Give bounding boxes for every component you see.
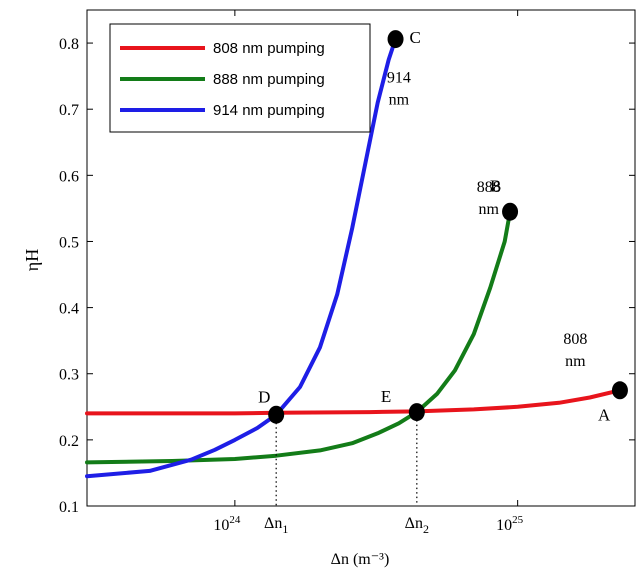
point-A xyxy=(611,381,628,400)
y-tick-label: 0.5 xyxy=(59,234,79,251)
marker-guides: Δn1 Δn2 xyxy=(264,420,429,536)
x-marker-label: Δn1 xyxy=(264,515,288,536)
point-label-D: D xyxy=(258,388,270,407)
y-axis-label: ηH xyxy=(22,249,42,271)
annotations: 914 nm 888 nm 808 nm xyxy=(387,70,588,370)
legend-label-888: 888 nm pumping xyxy=(213,71,325,88)
y-tick-label: 0.1 xyxy=(59,499,79,516)
series-line-2 xyxy=(85,37,398,479)
legend-label-808: 808 nm pumping xyxy=(213,40,325,57)
x-tick-label: 1025 xyxy=(496,514,523,534)
point-label-E: E xyxy=(381,387,391,406)
y-tick-label: 0.7 xyxy=(59,102,79,119)
point-E xyxy=(408,403,425,422)
point-label-B: B xyxy=(490,177,501,196)
point-C xyxy=(387,30,404,49)
y-tick-label: 0.8 xyxy=(59,36,79,53)
annotation-line1: 914 xyxy=(387,70,411,87)
series-layer xyxy=(85,37,622,479)
legend-label-914: 914 nm pumping xyxy=(213,102,325,119)
series-line-0 xyxy=(85,388,622,416)
points-layer: A B C D E xyxy=(258,28,628,424)
x-axis-label: Δn (m⁻³) xyxy=(331,551,390,568)
y-tick-label: 0.3 xyxy=(59,367,79,384)
annotation-line1: 888 xyxy=(477,179,501,196)
point-label-C: C xyxy=(410,28,421,47)
y-tick-label: 0.4 xyxy=(59,301,79,318)
x-marker-label: Δn2 xyxy=(405,515,429,536)
series-line-1 xyxy=(85,209,513,465)
annotation-line1: 808 xyxy=(563,331,587,348)
annotation-line2: nm xyxy=(389,92,410,109)
point-D xyxy=(268,405,285,424)
point-B xyxy=(502,202,519,221)
x-tick-label: 1024 xyxy=(213,514,241,534)
annotation-line2: nm xyxy=(565,353,586,370)
y-axis-ticks: 0.1 0.2 0.3 0.4 0.5 0.6 0.7 0.8 xyxy=(59,36,635,516)
point-label-A: A xyxy=(598,405,611,424)
y-tick-label: 0.6 xyxy=(59,168,79,185)
legend: 808 nm pumping 888 nm pumping 914 nm pum… xyxy=(109,23,371,133)
x-axis-ticks: 1024 1025 xyxy=(213,10,524,534)
annotation-line2: nm xyxy=(478,201,499,218)
y-tick-label: 0.2 xyxy=(59,433,79,450)
